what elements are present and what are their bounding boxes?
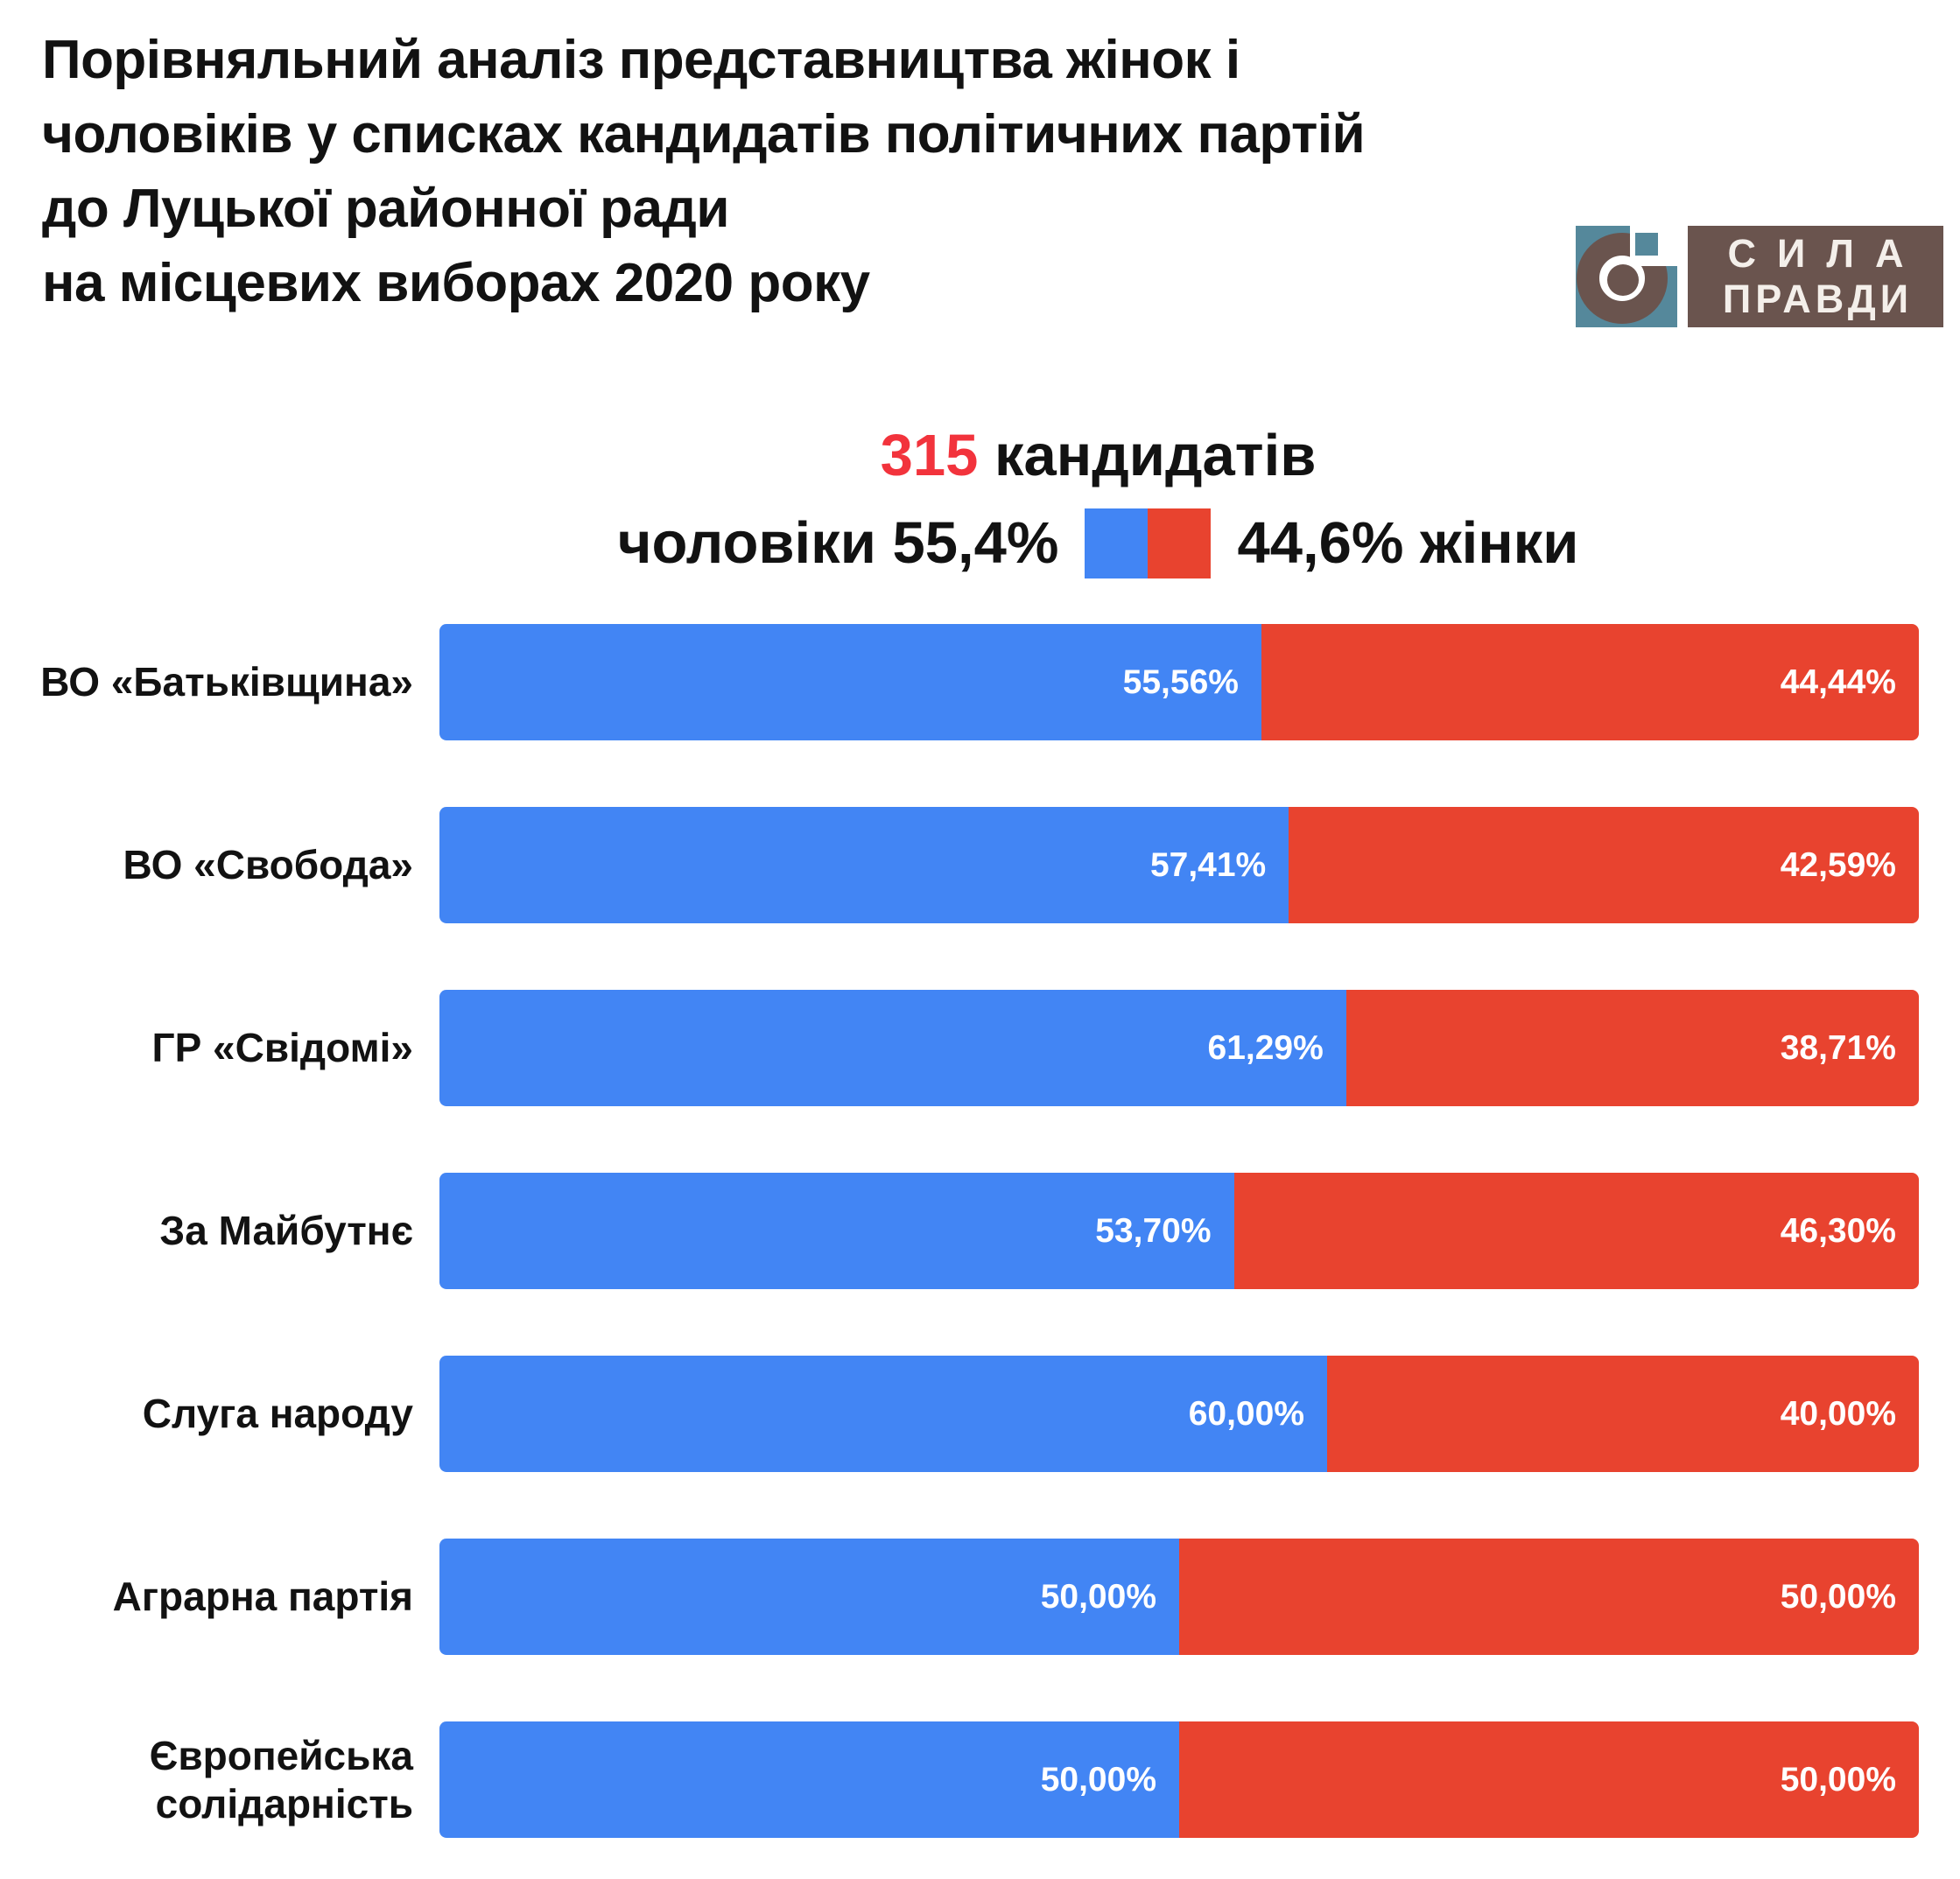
women-segment: 40,00% <box>1327 1356 1919 1472</box>
women-segment: 46,30% <box>1233 1173 1919 1289</box>
logo: СИЛА ПРАВДИ <box>1576 226 1943 327</box>
men-segment: 61,29% <box>439 990 1346 1106</box>
women-percent-label: 44,44% <box>1780 663 1896 701</box>
stacked-bar-chart: ВО «Батьківщина» 55,56% 44,44% ВО «Свобода»… <box>0 624 1919 1879</box>
men-segment: 57,41% <box>439 807 1289 923</box>
women-percent-label: 42,59% <box>1780 845 1896 884</box>
stacked-bar: 57,41% 42,59% <box>439 807 1919 923</box>
women-percent-label: 40,00% <box>1780 1394 1896 1433</box>
title-line-3: до Луцької районної ради <box>42 179 730 239</box>
women-segment: 42,59% <box>1289 807 1919 923</box>
logo-dot-shape <box>1607 264 1639 296</box>
women-percent-label: 38,71% <box>1780 1028 1896 1067</box>
party-label: Слуга народу <box>142 1391 413 1437</box>
chart-row: ВО «Свобода» 57,41% 42,59% <box>0 807 1919 923</box>
chart-row: ГР «Свідомі» 61,29% 38,71% <box>0 990 1919 1106</box>
women-segment: 50,00% <box>1179 1721 1919 1838</box>
women-segment: 38,71% <box>1345 990 1919 1106</box>
logo-word-2: ПРАВДИ <box>1722 277 1914 321</box>
page-title: Порівняльний аналіз представництва жінок… <box>42 23 1548 320</box>
women-segment: 50,00% <box>1179 1539 1919 1655</box>
legend: чоловіки 55,4% 44,6% жінки <box>289 506 1907 581</box>
men-percent-label: 50,00% <box>1040 1760 1156 1798</box>
men-segment: 50,00% <box>439 1721 1179 1838</box>
logo-word-1: СИЛА <box>1727 231 1925 276</box>
men-percent-label: 53,70% <box>1095 1211 1212 1250</box>
logo-mini-square <box>1635 233 1658 256</box>
men-percent-label: 60,00% <box>1188 1394 1304 1433</box>
chart-row: Аграрна партія 50,00% 50,00% <box>0 1539 1919 1655</box>
women-color-swatch <box>1148 508 1212 578</box>
total-candidates: 315 кандидатів <box>289 418 1907 494</box>
party-label: Аграрна партія <box>112 1574 413 1620</box>
men-segment: 53,70% <box>439 1173 1234 1289</box>
chart-row: Європейська солідарність 50,00% 50,00% <box>0 1721 1919 1838</box>
women-percent-label: 50,00% <box>1780 1760 1896 1798</box>
stacked-bar: 50,00% 50,00% <box>439 1539 1919 1655</box>
chart-row: ВО «Батьківщина» 55,56% 44,44% <box>0 624 1919 740</box>
men-segment: 50,00% <box>439 1539 1179 1655</box>
men-percent-label: 57,41% <box>1149 845 1267 884</box>
chart-row: Слуга народу 60,00% 40,00% <box>0 1356 1919 1472</box>
men-segment: 55,56% <box>439 624 1261 740</box>
chart-row: За Майбутнє 53,70% 46,30% <box>0 1173 1919 1289</box>
stacked-bar: 50,00% 50,00% <box>439 1721 1919 1838</box>
title-line-1: Порівняльний аналіз представництва жінок… <box>42 30 1240 90</box>
legend-swatches <box>1085 508 1212 578</box>
women-percent-label: 46,30% <box>1780 1211 1896 1250</box>
men-color-swatch <box>1085 508 1149 578</box>
stacked-bar: 55,56% 44,44% <box>439 624 1919 740</box>
party-label: Європейська солідарність <box>149 1733 413 1826</box>
men-percent-label: 50,00% <box>1040 1577 1156 1616</box>
stacked-bar: 61,29% 38,71% <box>439 990 1919 1106</box>
men-segment: 60,00% <box>439 1356 1327 1472</box>
summary-block: 315 кандидатів чоловіки 55,4% 44,6% жінк… <box>289 418 1907 581</box>
total-candidates-label: кандидатів <box>994 423 1317 488</box>
party-label: За Майбутнє <box>159 1208 413 1254</box>
party-label: ГР «Свідомі» <box>151 1025 413 1071</box>
party-label: ВО «Свобода» <box>123 842 413 888</box>
men-percent-label: 61,29% <box>1207 1028 1324 1067</box>
party-label: ВО «Батьківщина» <box>40 659 413 705</box>
women-segment: 44,44% <box>1261 624 1919 740</box>
title-line-2: чоловіків у списках кандидатів політични… <box>42 104 1366 165</box>
legend-men-label: чоловіки 55,4% <box>617 510 1059 576</box>
stacked-bar: 53,70% 46,30% <box>439 1173 1919 1289</box>
total-candidates-number: 315 <box>880 423 979 488</box>
logo-wordmark: СИЛА ПРАВДИ <box>1688 226 1943 327</box>
women-percent-label: 50,00% <box>1780 1577 1896 1616</box>
stacked-bar: 60,00% 40,00% <box>439 1356 1919 1472</box>
logo-icon <box>1576 226 1677 327</box>
legend-women-label: 44,6% жінки <box>1237 510 1579 576</box>
men-percent-label: 55,56% <box>1122 663 1239 701</box>
title-line-4: на місцевих виборах 2020 року <box>42 253 870 313</box>
